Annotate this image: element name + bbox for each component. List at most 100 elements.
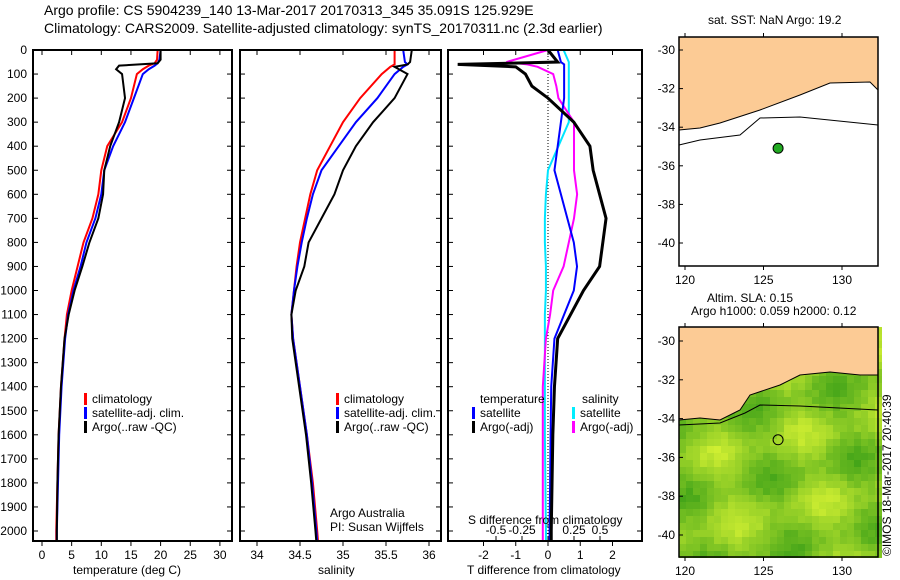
sla-cell [679,474,686,481]
sla-cell [700,488,707,495]
sla-cell [833,523,840,530]
sla-cell [854,432,861,439]
sla-cell [707,418,714,425]
sla-cell [679,495,686,502]
sla-cell [840,397,847,404]
legend-label: satellite [480,406,521,420]
sla-cell [826,481,833,488]
lat-tick-label: -30 [658,334,676,348]
sla-cell [770,551,777,558]
sla-cell [791,446,798,453]
sla-cell [707,495,714,502]
sla-cell [791,495,798,502]
sla-cell [693,544,700,551]
sla-cell [798,502,805,509]
sla-cell [840,390,847,397]
sla-cell [735,495,742,502]
sla-cell [700,530,707,537]
sla-cell [756,432,763,439]
sla-cell [805,495,812,502]
sla-cell [777,397,784,404]
sla-cell [847,397,854,404]
sla-cell [840,488,847,495]
sla-cell [742,418,749,425]
sla-cell [784,551,791,558]
sla-cell [812,551,819,558]
sla-cell [833,390,840,397]
sla-cell [812,460,819,467]
sla-cell [721,460,728,467]
sla-cell [763,425,770,432]
sla-cell [826,418,833,425]
sla-cell [798,460,805,467]
sla-cell [679,446,686,453]
map-frame [678,36,879,267]
sla-cell [791,383,798,390]
sla-cell [686,453,693,460]
sla-cell [749,404,756,411]
sla-cell [784,383,791,390]
sla-cell [833,481,840,488]
sla-cell [777,453,784,460]
sla-cell [805,523,812,530]
sla-cell [847,509,854,516]
sla-cell [791,474,798,481]
sla-cell [868,551,875,558]
legend-item: Argo(..raw -QC) [84,420,184,434]
plot-frame [447,49,643,542]
sla-cell [819,432,826,439]
lat-tick-label: -38 [658,197,676,211]
sla-cell [819,418,826,425]
sla-cell [700,481,707,488]
lat-tick-label: -40 [658,528,676,542]
sla-cell [868,439,875,446]
sla-cell [854,390,861,397]
sla-cell [679,467,686,474]
depth-tick-label: 800 [7,235,27,249]
sla-cell [833,411,840,418]
sla-cell [868,530,875,537]
sla-cell [826,544,833,551]
sla-cell [707,432,714,439]
plot-frame [239,49,442,542]
sla-cell [700,467,707,474]
sla-cell [833,488,840,495]
sla-cell [735,446,742,453]
sla-cell [735,411,742,418]
sla-cell [763,404,770,411]
sla-cell [756,390,763,397]
sla-cell [707,425,714,432]
sla-cell [840,453,847,460]
legend-item: satellite-adj. clim. [84,406,184,420]
sla-cell [819,530,826,537]
depth-tick-label: 1500 [0,404,27,418]
sla-cell [805,467,812,474]
sla-cell [693,467,700,474]
legend-swatch [572,421,575,433]
sla-cell [847,383,854,390]
legend-label: Argo(..raw -QC) [344,420,429,434]
sla-cell [812,509,819,516]
sla-cell [812,404,819,411]
sla-cell [756,488,763,495]
sla-cell [861,446,868,453]
sla-cell [763,516,770,523]
sla-cell [854,530,861,537]
sla-cell [840,551,847,558]
argo-position-marker [772,434,784,446]
sla-cell [784,404,791,411]
sla-cell [742,502,749,509]
sla-cell [784,488,791,495]
sla-cell [784,425,791,432]
sla-cell [700,502,707,509]
sla-cell [868,509,875,516]
sla-cell [854,495,861,502]
sla-cell [693,516,700,523]
sla-cell [784,523,791,530]
sla-cell [721,530,728,537]
depth-tick-label: 1700 [0,452,27,466]
sla-cell [756,446,763,453]
sla-cell [721,488,728,495]
sla-cell [847,439,854,446]
sla-cell [693,481,700,488]
